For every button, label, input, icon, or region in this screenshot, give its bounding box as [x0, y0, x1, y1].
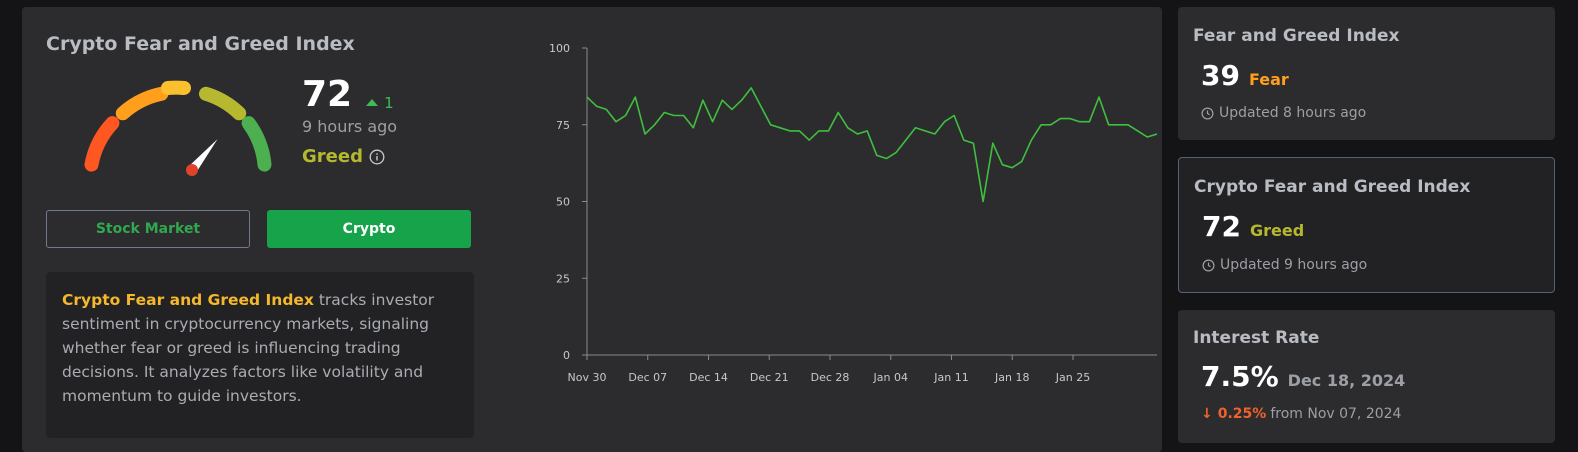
score-value: 72: [302, 74, 353, 115]
up-arrow-icon: [366, 99, 379, 106]
chart-x-tick-label: Nov 30: [568, 371, 607, 384]
chart-y-tick-label: 25: [556, 272, 570, 285]
side-card-updated: Updated 8 hours ago: [1219, 105, 1367, 121]
chart-x-tick-label: Dec 28: [811, 371, 850, 384]
sentiment-label: Greed: [302, 146, 363, 167]
side-card-crypto-fear-greed[interactable]: Crypto Fear and Greed Index 72 Greed Upd…: [1178, 157, 1555, 293]
side-card-footer: Updated 9 hours ago: [1202, 257, 1367, 273]
gauge-segment-greed: [199, 86, 247, 121]
side-card-updated: Updated 9 hours ago: [1220, 257, 1368, 273]
score-change-value: 1: [384, 93, 394, 112]
fear-greed-gauge: [84, 80, 272, 176]
main-title: Crypto Fear and Greed Index: [46, 33, 355, 55]
clock-icon: [1202, 259, 1215, 271]
chart-x-tick-label: Jan 11: [933, 371, 968, 384]
side-card-title: Crypto Fear and Greed Index: [1194, 177, 1471, 197]
side-card-value: 72: [1202, 210, 1241, 243]
tab-crypto[interactable]: Crypto: [267, 210, 471, 248]
side-card-value: 7.5%: [1201, 360, 1279, 393]
score-block: 72 1 9 hours ago Greed: [302, 74, 398, 168]
crypto-fear-greed-card: Crypto Fear and Greed Index 72 1 9 hours…: [22, 7, 1162, 452]
clock-icon: [1201, 107, 1214, 119]
chart-y-tick-label: 100: [549, 42, 570, 55]
side-card-date: Dec 18, 2024: [1287, 371, 1406, 390]
history-line-chart: 0 25 50 75 100 Nov 30 Dec 07 Dec 14 Dec 21 Dec 28…: [549, 42, 1157, 384]
chart-x-tick-label: Dec 07: [628, 371, 667, 384]
chart-x-tick-label: Jan 04: [873, 371, 908, 384]
chart-y-tick-label: 75: [556, 119, 570, 132]
side-card-interest-rate[interactable]: Interest Rate 7.5% Dec 18, 2024 ↓ 0.25% …: [1178, 310, 1555, 443]
side-card-sentiment: Greed: [1249, 221, 1305, 240]
rate-change-value: 0.25%: [1217, 406, 1267, 422]
gauge-segment-extreme-greed: [241, 116, 272, 172]
side-card-title: Fear and Greed Index: [1193, 26, 1400, 46]
description-text: tracks investor sentiment in cryptocurre…: [62, 291, 435, 405]
chart-series-line: [586, 87, 1157, 203]
description-box: Crypto Fear and Greed Index tracks inves…: [46, 272, 474, 438]
chart-x-tick-label: Jan 18: [994, 371, 1029, 384]
down-arrow-icon: ↓: [1201, 406, 1213, 422]
gauge-segment-fear: [115, 86, 169, 121]
chart-y-tick-label: 50: [556, 196, 570, 209]
gauge-segment-extreme-fear: [84, 116, 120, 172]
side-card-title: Interest Rate: [1193, 328, 1320, 348]
tab-stock-market[interactable]: Stock Market: [46, 210, 250, 248]
gauge-pivot: [186, 164, 198, 176]
score-change: 1: [366, 94, 394, 112]
chart-x-tick-label: Dec 21: [750, 371, 789, 384]
side-card-footer: Updated 8 hours ago: [1201, 105, 1366, 121]
side-card-fear-greed[interactable]: Fear and Greed Index 39 Fear Updated 8 h…: [1178, 7, 1555, 140]
description-highlight: Crypto Fear and Greed Index: [62, 291, 314, 309]
score-updated: 9 hours ago: [302, 117, 398, 136]
side-card-value: 39: [1201, 59, 1240, 92]
info-icon[interactable]: [369, 149, 385, 165]
side-card-footer: ↓ 0.25% from Nov 07, 2024: [1201, 406, 1401, 422]
side-card-sentiment: Fear: [1248, 70, 1289, 89]
chart-y-tick-label: 0: [563, 349, 570, 362]
gauge-needle: [188, 139, 218, 174]
rate-change-since: from Nov 07, 2024: [1270, 406, 1402, 422]
chart-x-tick-label: Jan 25: [1055, 371, 1090, 384]
chart-x-tick-label: Dec 14: [689, 371, 728, 384]
